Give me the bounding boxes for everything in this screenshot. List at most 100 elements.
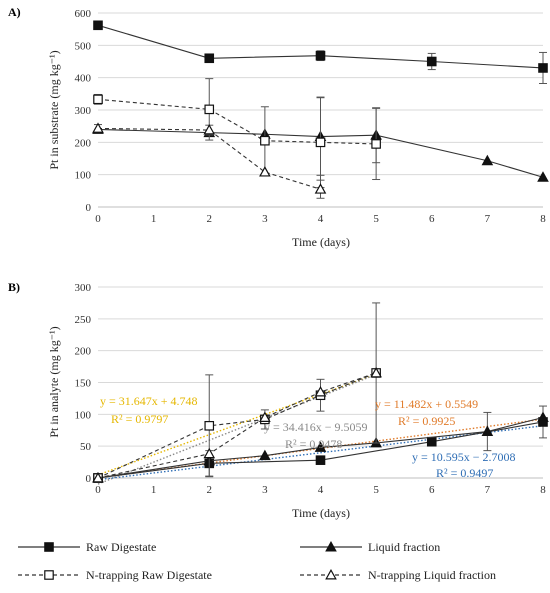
trend-eq-2-equation: y = 34.416x − 9.5059 <box>264 420 368 434</box>
b-point-s4 <box>259 411 271 422</box>
a-ytick-label: 500 <box>75 40 92 52</box>
legend-item-1: Raw Digestate <box>18 540 156 554</box>
b-ytick-label: 50 <box>80 441 92 453</box>
b-xtick-label: 4 <box>318 484 324 496</box>
panel-a-label: A) <box>8 5 21 19</box>
legend-marker-4 <box>325 568 337 580</box>
b-xtick-label: 2 <box>207 484 213 496</box>
a-point-s4 <box>92 122 104 133</box>
b-point-s2 <box>259 449 271 461</box>
a-series-line-4 <box>97 127 321 190</box>
b-point-s2 <box>537 411 549 422</box>
a-series-line-1 <box>97 24 544 69</box>
trend-eq-1-equation: y = 31.647x + 4.748 <box>100 394 198 408</box>
b-ytick-label: 100 <box>75 409 92 421</box>
trend-eq-4-equation: y = 10.595x − 2.7008 <box>412 450 516 464</box>
a-xtick-label: 6 <box>429 213 435 225</box>
a-point-s1 <box>538 63 548 73</box>
a-xtick-label: 7 <box>485 213 491 225</box>
b-point-s2 <box>481 425 494 436</box>
b-point-s3 <box>204 420 215 431</box>
a-point-s1 <box>426 56 437 67</box>
trend-eq-3: y = 11.482x + 0.5549 R² = 0.9925 <box>375 397 478 428</box>
trend-eq-1-r2: R² = 0.9797 <box>111 412 168 426</box>
b-point-s4 <box>314 386 327 397</box>
legend-label-1: Raw Digestate <box>86 540 156 554</box>
trend-eq-4-r2: R² = 0.9497 <box>436 466 493 480</box>
b-trendline-1 <box>97 373 377 476</box>
a-xtick-label: 2 <box>207 213 213 225</box>
b-ytick-label: 0 <box>86 473 92 485</box>
a-point-s4 <box>314 183 327 194</box>
b-point-s4 <box>203 447 216 459</box>
b-xtick-label: 8 <box>540 484 546 496</box>
a-point-s3 <box>93 94 103 105</box>
a-point-s2 <box>537 171 549 182</box>
panel-b-xlabel: Time (days) <box>292 506 350 520</box>
a-ytick-label: 100 <box>75 170 92 182</box>
legend-marker-2 <box>325 540 337 552</box>
legend-marker-3 <box>44 570 54 580</box>
b-ytick-label: 300 <box>75 282 92 294</box>
legend-item-4: N-trapping Liquid fraction <box>300 568 496 582</box>
a-point-s3 <box>204 104 215 115</box>
panel-b-ylabel: Pt in analyte (mg kg⁻¹) <box>47 326 61 437</box>
a-point-s3 <box>260 135 270 146</box>
b-xtick-label: 7 <box>485 484 491 496</box>
a-xtick-label: 3 <box>262 213 268 225</box>
a-point-s4 <box>203 124 216 135</box>
panel-a-ylabel: Pt in substrate (mg kg⁻¹) <box>47 50 61 169</box>
b-xtick-label: 0 <box>95 484 101 496</box>
trend-eq-2-r2: R² = 0.9478 <box>285 437 342 451</box>
legend-label-2: Liquid fraction <box>368 540 440 554</box>
b-point-s1 <box>315 455 326 465</box>
a-xtick-label: 1 <box>151 213 157 225</box>
b-ytick-label: 150 <box>75 378 92 390</box>
panel-b-label: B) <box>8 280 20 294</box>
legend-label-4: N-trapping Liquid fraction <box>368 568 496 582</box>
a-point-s1 <box>93 20 103 31</box>
legend: Raw Digestate Liquid fraction N-trapping R… <box>18 540 496 582</box>
b-ytick-label: 200 <box>75 346 92 358</box>
legend-item-2: Liquid fraction <box>300 540 440 554</box>
b-point-s1 <box>426 436 437 447</box>
panel-a-xlabel: Time (days) <box>292 235 350 249</box>
trend-eq-4: y = 10.595x − 2.7008 R² = 0.9497 <box>412 450 516 480</box>
legend-label-3: N-trapping Raw Digestate <box>86 568 212 582</box>
b-trendline-4 <box>97 425 544 481</box>
a-ytick-label: 600 <box>75 8 92 20</box>
b-point-s4 <box>370 366 382 378</box>
b-point-s4 <box>92 471 104 483</box>
a-ytick-label: 0 <box>86 202 92 214</box>
a-xtick-label: 0 <box>95 213 101 225</box>
a-ytick-label: 400 <box>75 73 92 85</box>
a-xtick-label: 5 <box>373 213 379 225</box>
panel-b-plot: 0 50 100 150 200 250 300 0 1 2 3 4 5 6 7 8 <box>75 282 549 496</box>
panel-a-plot: 0 100 200 300 400 500 600 0 1 2 3 4 5 6 7 8 <box>75 8 549 225</box>
legend-item-3: N-trapping Raw Digestate <box>18 568 212 582</box>
trend-eq-3-r2: R² = 0.9925 <box>398 414 455 428</box>
a-point-s4 <box>259 166 271 177</box>
a-point-s1 <box>315 50 326 61</box>
a-xtick-label: 8 <box>540 213 546 225</box>
b-ytick-label: 250 <box>75 314 92 326</box>
a-series-line-3 <box>97 98 377 145</box>
a-point-s2 <box>481 154 494 166</box>
b-point-s2 <box>314 441 327 452</box>
legend-marker-1 <box>44 542 54 552</box>
b-xtick-label: 5 <box>373 484 379 496</box>
b-xtick-label: 6 <box>429 484 435 496</box>
b-xtick-label: 1 <box>151 484 157 496</box>
a-point-s1 <box>204 53 215 64</box>
trend-eq-1: y = 31.647x + 4.748 R² = 0.9797 <box>100 394 198 426</box>
a-point-s3 <box>315 137 326 148</box>
a-ytick-label: 300 <box>75 105 92 117</box>
a-ytick-label: 200 <box>75 137 92 149</box>
b-trendline-2 <box>97 373 377 485</box>
a-point-s3 <box>371 139 381 149</box>
trend-eq-2: y = 34.416x − 9.5059 R² = 0.9478 <box>264 420 368 451</box>
a-xtick-label: 4 <box>318 213 324 225</box>
b-series-line-4 <box>97 372 377 479</box>
trend-eq-3-equation: y = 11.482x + 0.5549 <box>375 397 478 411</box>
